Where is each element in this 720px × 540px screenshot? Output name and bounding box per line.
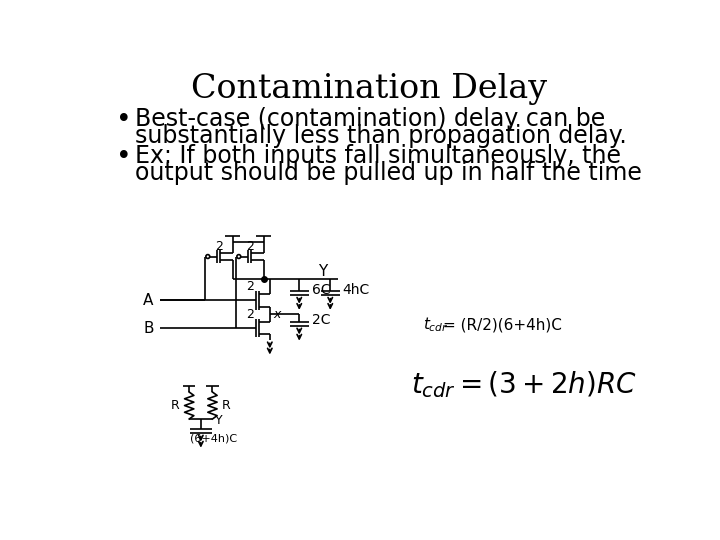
- Text: 4hC: 4hC: [343, 282, 370, 296]
- Text: 2C: 2C: [312, 313, 330, 327]
- Text: Best-case (contamination) delay can be: Best-case (contamination) delay can be: [135, 107, 606, 131]
- Text: A: A: [143, 293, 153, 308]
- Text: x: x: [273, 308, 280, 321]
- Text: = (R/2)(6+4h)C: = (R/2)(6+4h)C: [443, 318, 562, 333]
- Text: B: B: [143, 321, 153, 336]
- Text: •: •: [117, 144, 132, 170]
- Text: 2: 2: [246, 308, 253, 321]
- Text: Y: Y: [215, 414, 222, 427]
- Text: (6+4h)C: (6+4h)C: [190, 433, 237, 443]
- Text: 2: 2: [215, 240, 223, 253]
- Text: 2: 2: [246, 240, 254, 253]
- Text: substantially less than propagation delay.: substantially less than propagation dela…: [135, 124, 626, 148]
- Text: Contamination Delay: Contamination Delay: [191, 73, 547, 105]
- Text: 6C: 6C: [312, 282, 330, 296]
- Text: R: R: [171, 399, 180, 412]
- Text: $t_{cdr} = \left(3+2h\right)RC$: $t_{cdr} = \left(3+2h\right)RC$: [411, 369, 637, 400]
- Text: $t_{cdr}$: $t_{cdr}$: [423, 316, 449, 334]
- Text: R: R: [222, 399, 230, 412]
- Text: Y: Y: [318, 265, 327, 279]
- Text: output should be pulled up in half the time: output should be pulled up in half the t…: [135, 161, 642, 185]
- Text: Ex: If both inputs fall simultaneously, the: Ex: If both inputs fall simultaneously, …: [135, 144, 621, 167]
- Text: •: •: [117, 107, 132, 133]
- Text: 2: 2: [246, 280, 253, 293]
